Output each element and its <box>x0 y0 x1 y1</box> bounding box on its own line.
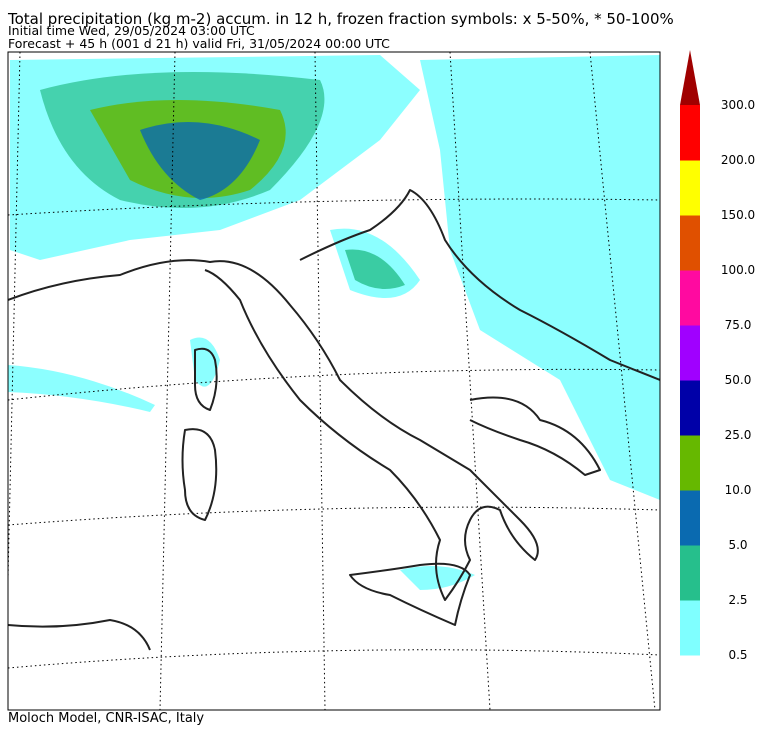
title: Total precipitation (kg m-2) accum. in 1… <box>7 10 674 28</box>
graticule <box>8 52 660 710</box>
colorbar-label: 200.0 <box>721 153 755 167</box>
forecast: Forecast + 45 h (001 d 21 h) valid Fri, … <box>8 36 390 51</box>
colorbar-bin <box>680 380 700 436</box>
colorbar-label: 5.0 <box>728 538 747 552</box>
colorbar-label: 150.0 <box>721 208 755 222</box>
colorbar-label: 50.0 <box>725 373 752 387</box>
footer: Moloch Model, CNR-ISAC, Italy <box>8 711 204 726</box>
colorbar-label: 300.0 <box>721 98 755 112</box>
colorbar-bin <box>680 325 700 381</box>
precipitation <box>8 55 660 590</box>
coastlines <box>8 189 660 651</box>
colorbar-bin <box>680 270 700 326</box>
colorbar-label: 2.5 <box>728 593 747 607</box>
colorbar-bin <box>680 545 700 601</box>
colorbar-label: 25.0 <box>725 428 752 442</box>
map <box>7 51 661 711</box>
colorbar-bin <box>680 490 700 546</box>
colorbar-label: 10.0 <box>725 483 752 497</box>
colorbar-bin <box>680 105 700 161</box>
initial-time: Initial time Wed, 29/05/2024 03:00 UTC <box>8 23 255 38</box>
colorbar-bin <box>680 435 700 491</box>
colorbar-bin <box>680 160 700 216</box>
colorbar-extension <box>680 50 700 105</box>
colorbar-bin <box>680 600 700 656</box>
colorbar-label: 0.5 <box>728 648 747 662</box>
colorbar-label: 100.0 <box>721 263 755 277</box>
colorbar-bin <box>680 215 700 271</box>
colorbar-label: 75.0 <box>725 318 752 332</box>
colorbar: 0.5 2.5 5.0 10.0 25.0 50.0 75.0 100.0 150.0 200.0… <box>680 50 755 662</box>
